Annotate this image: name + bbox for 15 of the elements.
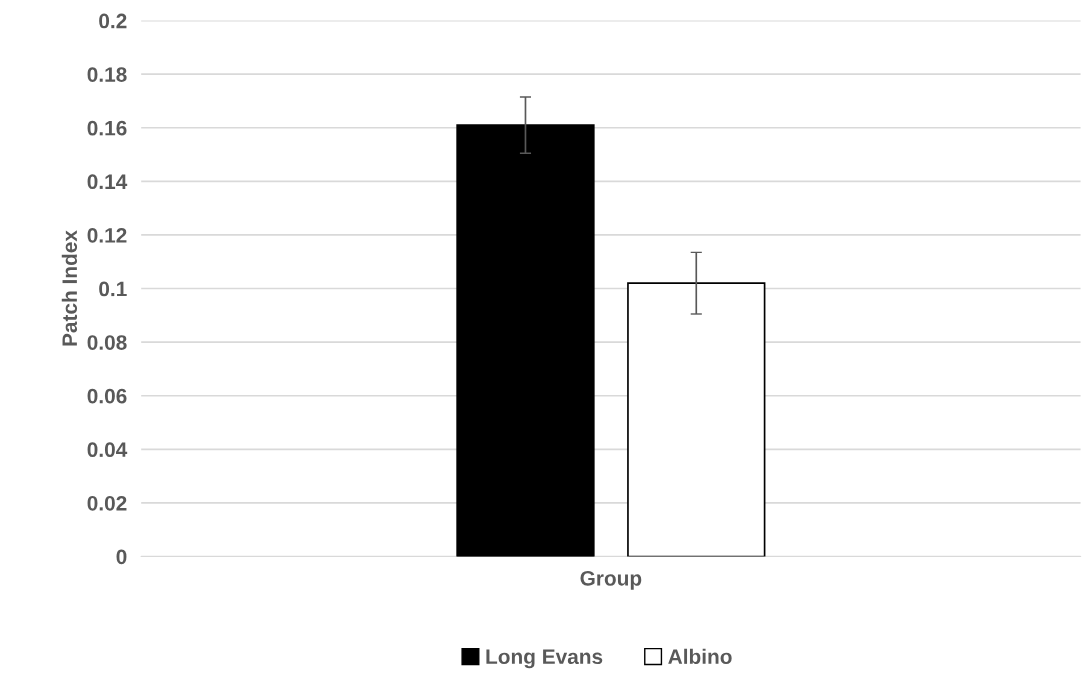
y-tick-label: 0.18 (87, 67, 127, 82)
y-tick-label: 0.08 (87, 335, 127, 350)
y-tick-label: 0.02 (87, 495, 127, 511)
y-tick-label: 0.2 (99, 13, 127, 29)
legend-label: Long Evans (486, 649, 603, 669)
legend-label: Albino (668, 648, 732, 665)
y-tick-label: 0.16 (87, 120, 127, 136)
y-tick-label: 0.12 (87, 227, 127, 243)
x-tick-label: Group (580, 570, 642, 590)
y-axis-title: Patch Index (61, 230, 78, 346)
y-tick-label: 0.06 (87, 388, 127, 404)
y-tick-label: 0.1 (99, 281, 127, 297)
y-tick-label: 0.14 (87, 174, 128, 190)
y-tick-label: 0.04 (87, 442, 128, 458)
y-tick-label: 0 (116, 549, 127, 565)
